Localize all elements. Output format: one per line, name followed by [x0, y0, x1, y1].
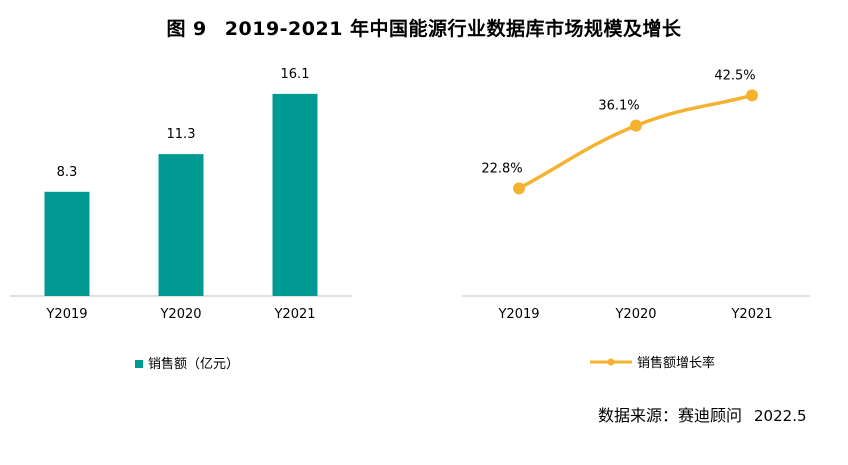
line-value-label: 22.8%: [481, 161, 522, 176]
source-label: 数据来源：赛迪顾问: [598, 406, 743, 425]
title-text: 2019-2021 年中国能源行业数据库市场规模及增长: [224, 18, 682, 40]
bar-legend-label: 销售额（亿元）: [148, 356, 239, 372]
line-legend-marker: [607, 358, 615, 366]
bar-legend-swatch: [135, 360, 143, 368]
line-point-y2021: [746, 89, 758, 102]
line-x-tick-label: Y2021: [730, 307, 772, 322]
bar-x-tick-label: Y2021: [273, 307, 315, 322]
bar-y2020: [158, 154, 204, 296]
bar-x-tick-label: Y2020: [159, 307, 201, 322]
source-note: 数据来源：赛迪顾问 2022.5: [598, 402, 807, 426]
line-point-y2020: [630, 119, 642, 132]
line-value-label: 36.1%: [598, 99, 639, 114]
line-x-tick-label: Y2020: [614, 307, 656, 322]
line-value-label: 42.5%: [714, 68, 755, 83]
line-x-tick-label: Y2019: [497, 307, 539, 322]
bar-x-tick-label: Y2019: [45, 307, 87, 322]
bar-value-label: 11.3: [167, 127, 196, 142]
bar-y2021: [272, 93, 318, 296]
line-point-y2019: [513, 182, 525, 195]
chart-title: 图 9 2019-2021 年中国能源行业数据库市场规模及增长: [0, 14, 848, 41]
bar-value-label: 16.1: [281, 67, 310, 82]
figure-number: 图 9: [166, 18, 207, 40]
bar-y2019: [44, 191, 90, 296]
source-date: 2022.5: [754, 407, 807, 425]
line-legend-label: 销售额增长率: [637, 355, 715, 371]
bar-value-label: 8.3: [57, 165, 78, 180]
